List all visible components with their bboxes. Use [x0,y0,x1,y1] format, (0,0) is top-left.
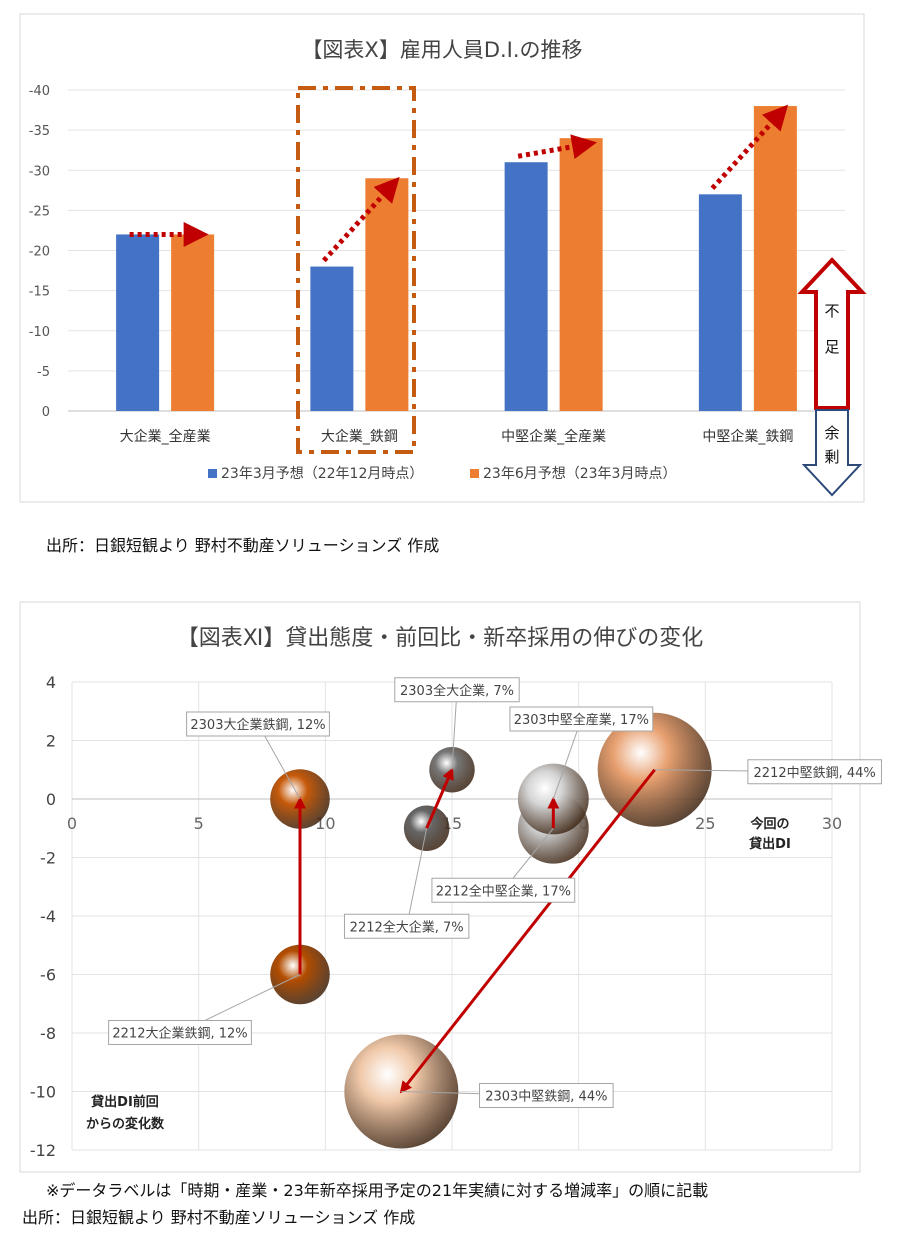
x-tick-label: 0 [67,814,77,833]
data-label: 2212大企業鉄鋼, 12% [112,1026,247,1042]
y-tick-label: 0 [42,405,50,420]
employment-di-bar-chart: 【図表Ⅹ】雇用人員D.I.の推移 -40 -35 -30 -25 -20 -15 -10 -5… [19,13,867,503]
data-label: 2212中堅鉄鋼, 44% [754,766,876,781]
y-tick-label: -10 [30,1083,56,1102]
bar [116,234,160,411]
callout-box [343,913,470,939]
data-label: 2212全大企業, 7% [350,919,464,935]
y-tick-label: -12 [30,1141,56,1160]
data-label: 2303中堅全産業, 17% [514,712,649,728]
x-tick-label: 5 [194,814,204,833]
surplus-arrow: 余 剰 [801,409,863,497]
y-tick-label: -25 [29,204,50,219]
bar [753,106,797,412]
movement-arrow [425,767,454,829]
callout-leader [406,828,428,927]
shortage-arrow: 不 足 [797,257,867,410]
y-tick-label: -40 [29,84,50,99]
callout-leader [451,689,458,770]
legend-label: 23年6月予想（23年3月時点） [483,466,676,482]
side-arrow-label: 不 [824,302,839,320]
chart2-title: 【図表Ⅺ】貸出態度・前回比・新卒採用の伸びの変化 [177,626,704,651]
x-category-label: 中堅企業_鉄鋼 [702,428,793,445]
x-category-label: 中堅企業_全産業 [501,428,606,445]
y-tick-label: -10 [29,325,50,340]
change-arrow [322,176,400,263]
legend-swatch [208,469,217,478]
bar [504,162,548,411]
highlight-box [296,86,416,454]
side-arrow-label: 余 [824,424,839,442]
movement-arrow [399,768,656,1094]
callout-box [479,1083,614,1108]
source-note-2: 出所：日銀短観より 野村不動産ソリューションズ 作成 [22,1208,416,1227]
source-note-1: 出所：日銀短観より 野村不動産ソリューションズ 作成 [46,536,440,555]
callout-box [747,759,882,785]
data-label: 2303大企業鉄鋼, 12% [190,717,325,733]
callout-box [509,706,654,732]
y-axis-label: からの変化数 [86,1116,165,1132]
x-axis-label: 今回の [749,816,789,832]
data-label: 2303全大企業, 7% [400,683,514,699]
bar [698,194,742,411]
callout-box [431,877,576,903]
bar [365,178,409,411]
legend-swatch [470,469,479,478]
y-tick-label: -30 [29,164,50,179]
x-category-label: 大企業_鉄鋼 [321,428,398,445]
y-tick-label: -5 [37,365,50,380]
y-tick-label: -6 [40,966,56,985]
y-axis-label: 貸出DI前回 [91,1094,159,1110]
bar [171,234,215,411]
x-tick-label: 30 [822,814,842,833]
data-label-note: ※データラベルは「時期・産業・23年新卒採用予定の21年実績に対する増減率」の順… [46,1181,709,1200]
x-axis-label: 貸出DI [749,836,791,852]
y-tick-label: 2 [46,732,56,751]
data-label: 2303中堅鉄鋼, 44% [485,1090,607,1105]
legend-label: 23年3月予想（22年12月時点） [221,466,423,482]
y-tick-label: 4 [46,673,56,692]
callout-box [108,1020,252,1045]
y-tick-label: -20 [29,245,50,260]
side-arrow-label: 足 [824,338,839,356]
y-tick-label: -4 [40,907,56,926]
callout-box [394,677,520,703]
change-arrow [517,134,597,160]
bar [559,138,603,411]
bar [310,266,354,411]
y-tick-label: -8 [40,1024,56,1043]
x-tick-label: 25 [695,814,715,833]
change-arrow [710,104,789,191]
side-arrow-label: 剰 [824,448,839,466]
data-label: 2212全中堅企業, 17% [436,883,571,899]
chart1-title: 【図表Ⅹ】雇用人員D.I.の推移 [301,38,582,62]
y-tick-label: -15 [29,285,50,300]
callout-box [186,711,330,737]
lending-bubble-chart: 【図表Ⅺ】貸出態度・前回比・新卒採用の伸びの変化 051015202530420… [19,601,882,1173]
y-tick-label: -2 [40,849,56,868]
callout-leader [552,718,582,800]
x-category-label: 大企業_全産業 [120,428,211,445]
y-tick-label: 0 [46,790,56,809]
y-tick-label: -35 [29,124,50,139]
